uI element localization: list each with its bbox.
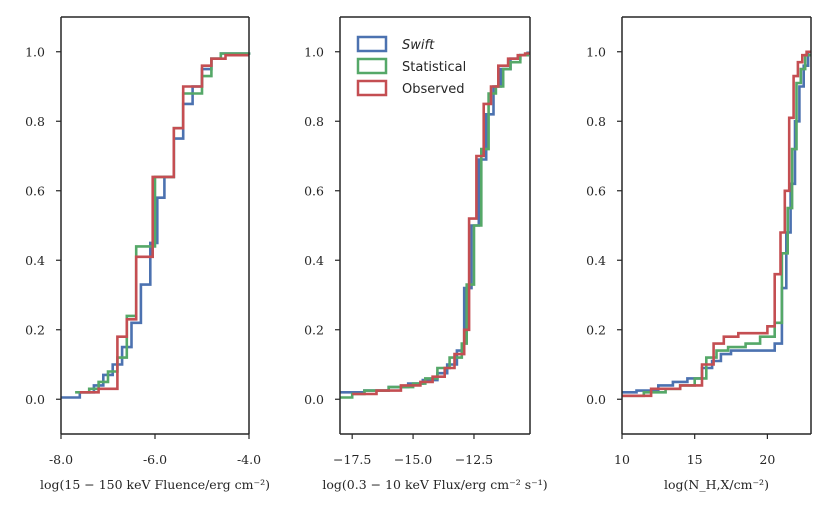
y-tick-label: 0.8 [304,114,324,129]
y-tick-label: 0.2 [304,322,324,337]
x-tick-label: −15.0 [394,452,432,467]
y-tick-label: 0.2 [586,322,606,337]
x-tick-label: -6.0 [143,452,167,467]
x-tick-label: -8.0 [49,452,73,467]
legend-swatch-observed [356,79,388,97]
y-tick-label: 0.6 [304,183,324,198]
x-tick-label: 15 [687,452,703,467]
panels-group: 0.0 0.2 0.4 0.6 0.8 1.0 -8.0 -6.0 -4.0 log(15 − 1… [25,16,812,492]
series-observed-panel-2 [352,52,530,396]
legend-label-statistical: Statistical [402,60,466,75]
series-swift-panel-3 [622,50,811,394]
y-tick-label: 0.4 [25,253,45,268]
series-statistical-panel-1 [75,52,251,394]
y-tick-label: 0.0 [25,392,45,407]
panel-2: 0.0 0.2 0.4 0.6 0.8 1.0 −17.5 −15.0 −12.5 log(0.3… [304,16,548,492]
y-tick-label: 0.0 [304,392,324,407]
x-tick-label: -4.0 [237,452,261,467]
legend: Swift Statistical Observed [356,35,466,97]
series-observed-panel-3 [622,50,811,398]
series-swift-panel-2 [340,51,530,394]
legend-swatch-statistical [356,57,388,75]
y-tick-label: 0.2 [25,322,45,337]
y-tick-label: 1.0 [586,44,606,59]
y-tick-label: 0.6 [25,183,45,198]
x-tick-label: 10 [614,452,630,467]
y-tick-label: 0.8 [586,114,606,129]
legend-label-swift: Swift [402,38,435,53]
y-tick-label: 0.0 [586,392,606,407]
y-tick-label: 0.8 [25,114,45,129]
y-tick-label: 1.0 [304,44,324,59]
legend-swatch-swift [356,35,388,53]
x-axis-label-3: log(N_H,X/cm⁻²) [664,477,769,492]
legend-label-observed: Observed [402,82,465,97]
y-tick-label: 0.6 [586,183,606,198]
y-tick-label: 1.0 [25,44,45,59]
y-tick-label: 0.4 [586,253,606,268]
x-axis-label-2: log(0.3 − 10 keV Flux/erg cm⁻² s⁻¹) [322,477,547,492]
x-tick-label: 20 [759,452,775,467]
panel-3: 0.0 0.2 0.4 0.6 0.8 1.0 10 15 20 log(N_H,X/cm⁻²) [586,16,812,492]
series-swift-panel-1 [61,52,251,399]
x-axis-label-1: log(15 − 150 keV Fluence/erg cm⁻²) [40,477,270,492]
y-tick-label: 0.4 [304,253,324,268]
x-tick-label: −17.5 [333,452,371,467]
x-tick-label: −12.5 [455,452,493,467]
panel-1: 0.0 0.2 0.4 0.6 0.8 1.0 -8.0 -6.0 -4.0 log(15 − 1… [25,16,270,492]
series-statistical-panel-2 [340,52,530,399]
series-observed-panel-1 [79,53,249,394]
